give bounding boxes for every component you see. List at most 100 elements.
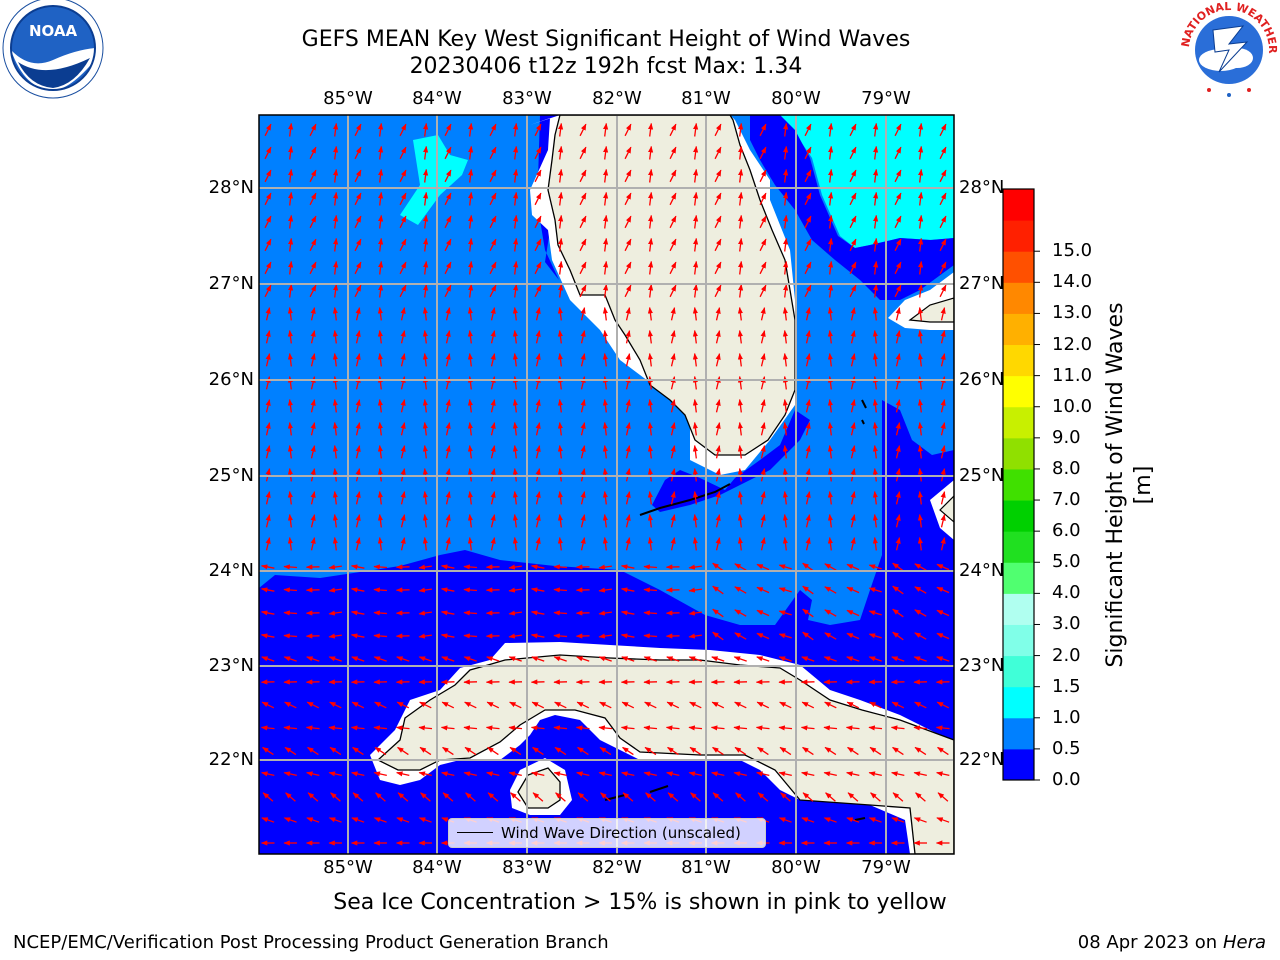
wind-wave-arrow <box>377 444 384 459</box>
wind-wave-arrow <box>802 562 814 572</box>
wind-wave-arrow <box>287 513 294 528</box>
wind-wave-arrow <box>328 610 342 616</box>
wind-wave-arrow <box>760 422 766 436</box>
wind-wave-arrow <box>914 563 927 571</box>
wind-wave-arrow <box>778 564 792 570</box>
wind-wave-arrow <box>535 399 541 413</box>
wind-wave-arrow <box>355 422 361 436</box>
wind-wave-arrow <box>759 169 767 183</box>
wind-wave-arrow <box>783 237 789 252</box>
wind-wave-arrow <box>557 375 564 390</box>
wind-wave-arrow <box>869 746 882 756</box>
colorbar-block <box>1003 593 1034 625</box>
wind-wave-arrow <box>738 237 744 252</box>
wind-wave-arrow <box>355 537 361 551</box>
wind-wave-arrow <box>332 352 339 367</box>
wind-wave-arrow <box>647 352 654 367</box>
wind-wave-arrow <box>735 792 746 802</box>
wind-wave-arrow <box>804 146 812 160</box>
wind-wave-arrow <box>688 610 702 616</box>
wind-wave-arrow <box>373 771 387 777</box>
wind-wave-arrow <box>669 123 677 137</box>
wind-wave-arrow <box>264 238 272 252</box>
wind-wave-arrow <box>400 353 406 367</box>
wind-wave-arrow <box>485 725 500 731</box>
wind-wave-arrow <box>782 306 789 321</box>
wind-wave-arrow <box>624 215 632 229</box>
wind-wave-arrow <box>351 656 365 662</box>
wind-wave-arrow <box>418 610 432 616</box>
wind-wave-arrow <box>333 145 339 160</box>
wind-wave-arrow <box>849 238 857 252</box>
wind-wave-arrow <box>940 422 946 436</box>
wind-wave-arrow <box>692 398 699 413</box>
wind-wave-arrow <box>355 445 361 459</box>
colorbar-block <box>1003 406 1034 439</box>
colorbar-tick-label: 6.0 <box>1052 520 1081 542</box>
wind-wave-arrow <box>264 123 272 137</box>
wind-wave-arrow <box>468 168 474 183</box>
wind-wave-arrow <box>487 792 499 802</box>
wind-wave-arrow <box>467 306 474 321</box>
wind-wave-arrow <box>332 536 339 551</box>
wind-wave-arrow <box>399 123 407 137</box>
wind-wave-arrow <box>445 514 451 528</box>
wind-wave-arrow <box>850 376 856 390</box>
wind-wave-arrow <box>487 746 499 756</box>
wind-wave-arrow <box>670 353 676 367</box>
wind-wave-arrow <box>598 725 613 731</box>
wind-wave-arrow <box>733 725 748 731</box>
colorbar-block <box>1003 717 1034 750</box>
footer-organization: NCEP/EMC/Verification Post Processing Pr… <box>13 932 609 953</box>
lon-label-bottom: 82°W <box>592 857 642 878</box>
wind-wave-arrow <box>513 237 519 252</box>
wind-wave-arrow <box>940 353 946 367</box>
wind-wave-arrow <box>715 353 721 367</box>
legend-line-sample <box>457 832 493 833</box>
wind-wave-arrow <box>891 656 905 662</box>
wind-wave-arrow <box>666 771 680 777</box>
wind-wave-arrow <box>530 564 545 570</box>
wind-wave-arrow <box>508 610 522 616</box>
noaa-logo-text: NOAA <box>29 22 78 40</box>
map-subtitle: 20230406 t12z 192h fcst Max: 1.34 <box>409 54 803 79</box>
wind-wave-arrow <box>490 445 496 459</box>
lat-label-left: 28°N <box>208 177 254 198</box>
wind-wave-arrow <box>418 771 432 777</box>
wind-wave-arrow <box>284 701 297 709</box>
wind-wave-arrow <box>913 771 927 777</box>
wind-wave-arrow <box>264 284 272 298</box>
wind-wave-arrow <box>849 146 857 160</box>
wind-wave-arrow <box>598 587 612 593</box>
wind-wave-arrow <box>468 214 474 229</box>
wind-wave-arrow <box>850 399 856 413</box>
wind-wave-arrow <box>917 490 924 505</box>
wind-wave-arrow <box>711 771 725 777</box>
wind-wave-arrow <box>894 169 902 183</box>
wind-wave-arrow <box>782 513 789 528</box>
wind-wave-arrow <box>667 746 679 756</box>
wind-wave-arrow <box>805 376 811 390</box>
wind-wave-arrow <box>553 725 568 731</box>
wind-wave-arrow <box>580 307 586 321</box>
wind-wave-arrow <box>486 771 500 777</box>
colorbar-tick-label: 14.0 <box>1052 271 1093 293</box>
wind-wave-arrow <box>535 422 541 436</box>
wind-wave-arrow <box>512 306 519 321</box>
wind-wave-arrow <box>737 398 744 413</box>
wind-wave-arrow <box>940 330 946 344</box>
wind-wave-arrow <box>580 330 586 344</box>
wind-wave-arrow <box>873 283 879 298</box>
wind-wave-arrow <box>489 169 497 183</box>
wind-wave-arrow <box>712 746 724 756</box>
wind-wave-arrow <box>580 445 586 459</box>
wind-wave-arrow <box>778 817 792 823</box>
wind-wave-arrow <box>737 513 744 528</box>
wind-wave-arrow <box>265 491 271 505</box>
wind-wave-arrow <box>351 701 365 709</box>
wind-wave-arrow <box>647 421 654 436</box>
wind-wave-arrow <box>647 398 654 413</box>
wind-wave-arrow <box>309 123 317 137</box>
wind-wave-arrow <box>378 122 384 137</box>
sea-ice-note: Sea Ice Concentration > 15% is shown in … <box>333 890 947 915</box>
